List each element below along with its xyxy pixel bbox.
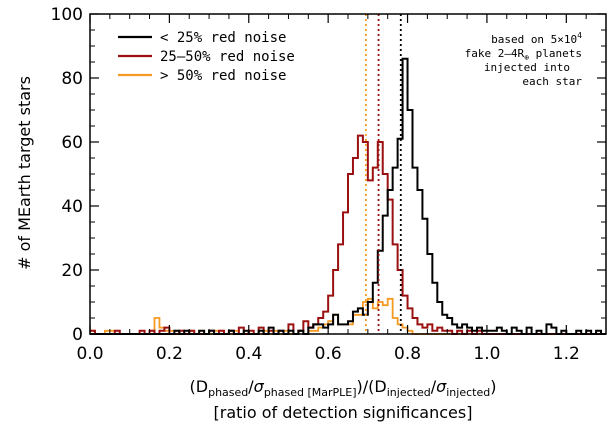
histogram-series-gt50 bbox=[90, 297, 606, 335]
x-tick-label: 1.0 bbox=[473, 344, 500, 364]
y-tick-label: 100 bbox=[51, 5, 83, 25]
y-tick-label: 0 bbox=[72, 325, 83, 345]
legend: < 25% red noise 25–50% red noise > 50% r… bbox=[118, 30, 295, 84]
y-tick-label: 60 bbox=[61, 133, 83, 153]
y-tick-label: 20 bbox=[61, 261, 83, 281]
y-tick-label: 80 bbox=[61, 69, 83, 89]
legend-label-gt50: > 50% red noise bbox=[160, 68, 286, 84]
x-axis-label-line-1: (Dphased/σphased [MarPLE])/(Dinjected/σi… bbox=[190, 377, 497, 399]
legend-label-25-50: 25–50% red noise bbox=[160, 49, 295, 65]
y-axis-label: # of MEarth target stars bbox=[15, 76, 34, 270]
x-tick-label: 0.8 bbox=[394, 344, 421, 364]
x-axis-label-line-2: [ratio of detection significances] bbox=[214, 403, 473, 422]
legend-label-lt25: < 25% red noise bbox=[160, 30, 286, 46]
x-tick-label: 0.2 bbox=[156, 344, 183, 364]
y-tick-label: 40 bbox=[61, 197, 83, 217]
annotation: based on 5×104 fake 2–4R⊕ planets inject… bbox=[465, 31, 583, 88]
annotation-line-1: based on 5×104 bbox=[491, 31, 582, 46]
annotation-line-2: fake 2–4R⊕ planets bbox=[465, 47, 582, 62]
histogram-series-25-50 bbox=[90, 134, 606, 335]
x-tick-label: 0.6 bbox=[315, 344, 342, 364]
annotation-line-3: injected into bbox=[484, 61, 570, 74]
axis-ticks-group: 0.0 0.2 0.4 0.6 0.8 1.0 1.2 0 20 40 60 80 100 bbox=[51, 5, 606, 364]
median-lines-group bbox=[364, 14, 402, 334]
annotation-line-4: each star bbox=[522, 75, 582, 88]
x-tick-label: 0.0 bbox=[76, 344, 103, 364]
x-tick-label: 0.4 bbox=[235, 344, 262, 364]
histogram-series-group bbox=[90, 57, 606, 335]
x-tick-label: 1.2 bbox=[553, 344, 580, 364]
